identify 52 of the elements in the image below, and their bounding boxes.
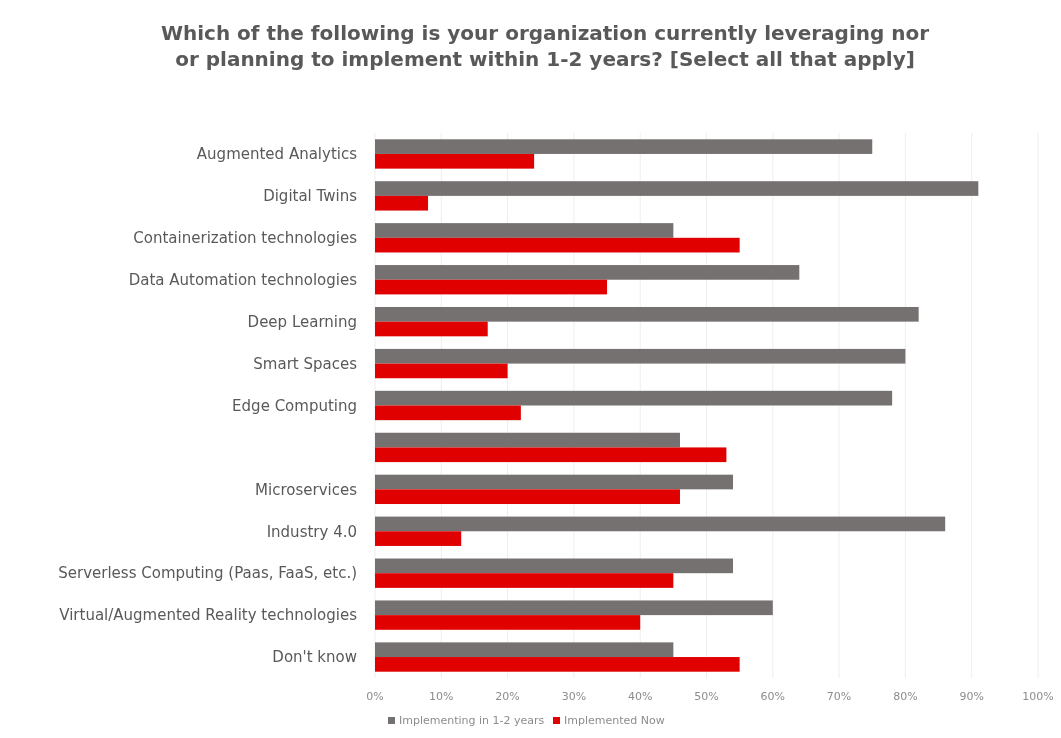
- bar: [375, 139, 873, 154]
- y-tick-label: Smart Spaces: [253, 354, 358, 373]
- y-tick-label: Don't know: [272, 648, 357, 667]
- x-tick-label: 70%: [826, 690, 852, 703]
- bar: [375, 657, 740, 672]
- x-tick-label: 100%: [1022, 690, 1054, 703]
- y-tick-label: Data Automation technologies: [128, 270, 358, 289]
- bar: [375, 474, 734, 490]
- bar: [375, 573, 674, 588]
- bar: [375, 447, 727, 463]
- x-tick-label: 80%: [893, 690, 918, 703]
- x-tick-label: 50%: [694, 690, 719, 703]
- x-tick-label: 40%: [627, 690, 653, 703]
- x-tick-label: 60%: [760, 690, 786, 703]
- bar: [375, 558, 734, 574]
- bar: [375, 489, 680, 505]
- chart-title: Which of the following is your organization currently leveraging nor or planning to implement within 1-2 years? [Select all that apply]: [160, 21, 930, 71]
- y-tick-label: Serverless Computing (Paas, FaaS, etc.): [58, 564, 357, 583]
- bar: [375, 279, 608, 295]
- bar: [375, 306, 919, 322]
- bar: [375, 432, 680, 448]
- bar: [375, 348, 906, 364]
- bar: [375, 615, 641, 630]
- legend-label: Implementing in 1-2 years: [399, 714, 545, 727]
- legend-label: Implemented Now: [564, 714, 665, 727]
- y-tick-label: Virtual/Augmented Reality technologies: [59, 606, 358, 625]
- bar: [375, 390, 893, 406]
- x-tick-label: 20%: [495, 690, 520, 703]
- y-tick-label: Edge Computing: [232, 396, 357, 415]
- x-tick-label: 30%: [561, 690, 587, 703]
- bar: [375, 363, 508, 379]
- y-tick-label: Augmented Analytics: [196, 145, 358, 164]
- x-tick-label: 90%: [959, 690, 984, 703]
- bar: [375, 321, 488, 337]
- bar: [375, 516, 946, 532]
- y-tick-label: Containerization technologies: [133, 229, 358, 248]
- bar: [375, 223, 674, 238]
- bar: [375, 195, 429, 211]
- bar: [375, 531, 462, 546]
- x-tick-label: 10%: [429, 690, 454, 703]
- bar: [375, 265, 800, 280]
- bar: [375, 642, 674, 658]
- bar: [375, 153, 535, 169]
- y-tick-label: Microservices: [255, 480, 358, 499]
- x-tick-label: 0%: [366, 690, 384, 703]
- y-tick-label: Deep Learning: [247, 312, 357, 331]
- bar: [375, 237, 740, 253]
- bar: [375, 600, 773, 616]
- bar: [375, 181, 979, 196]
- bar: [375, 405, 521, 421]
- y-tick-label: Industry 4.0: [266, 522, 357, 541]
- y-tick-label: Digital Twins: [263, 187, 358, 206]
